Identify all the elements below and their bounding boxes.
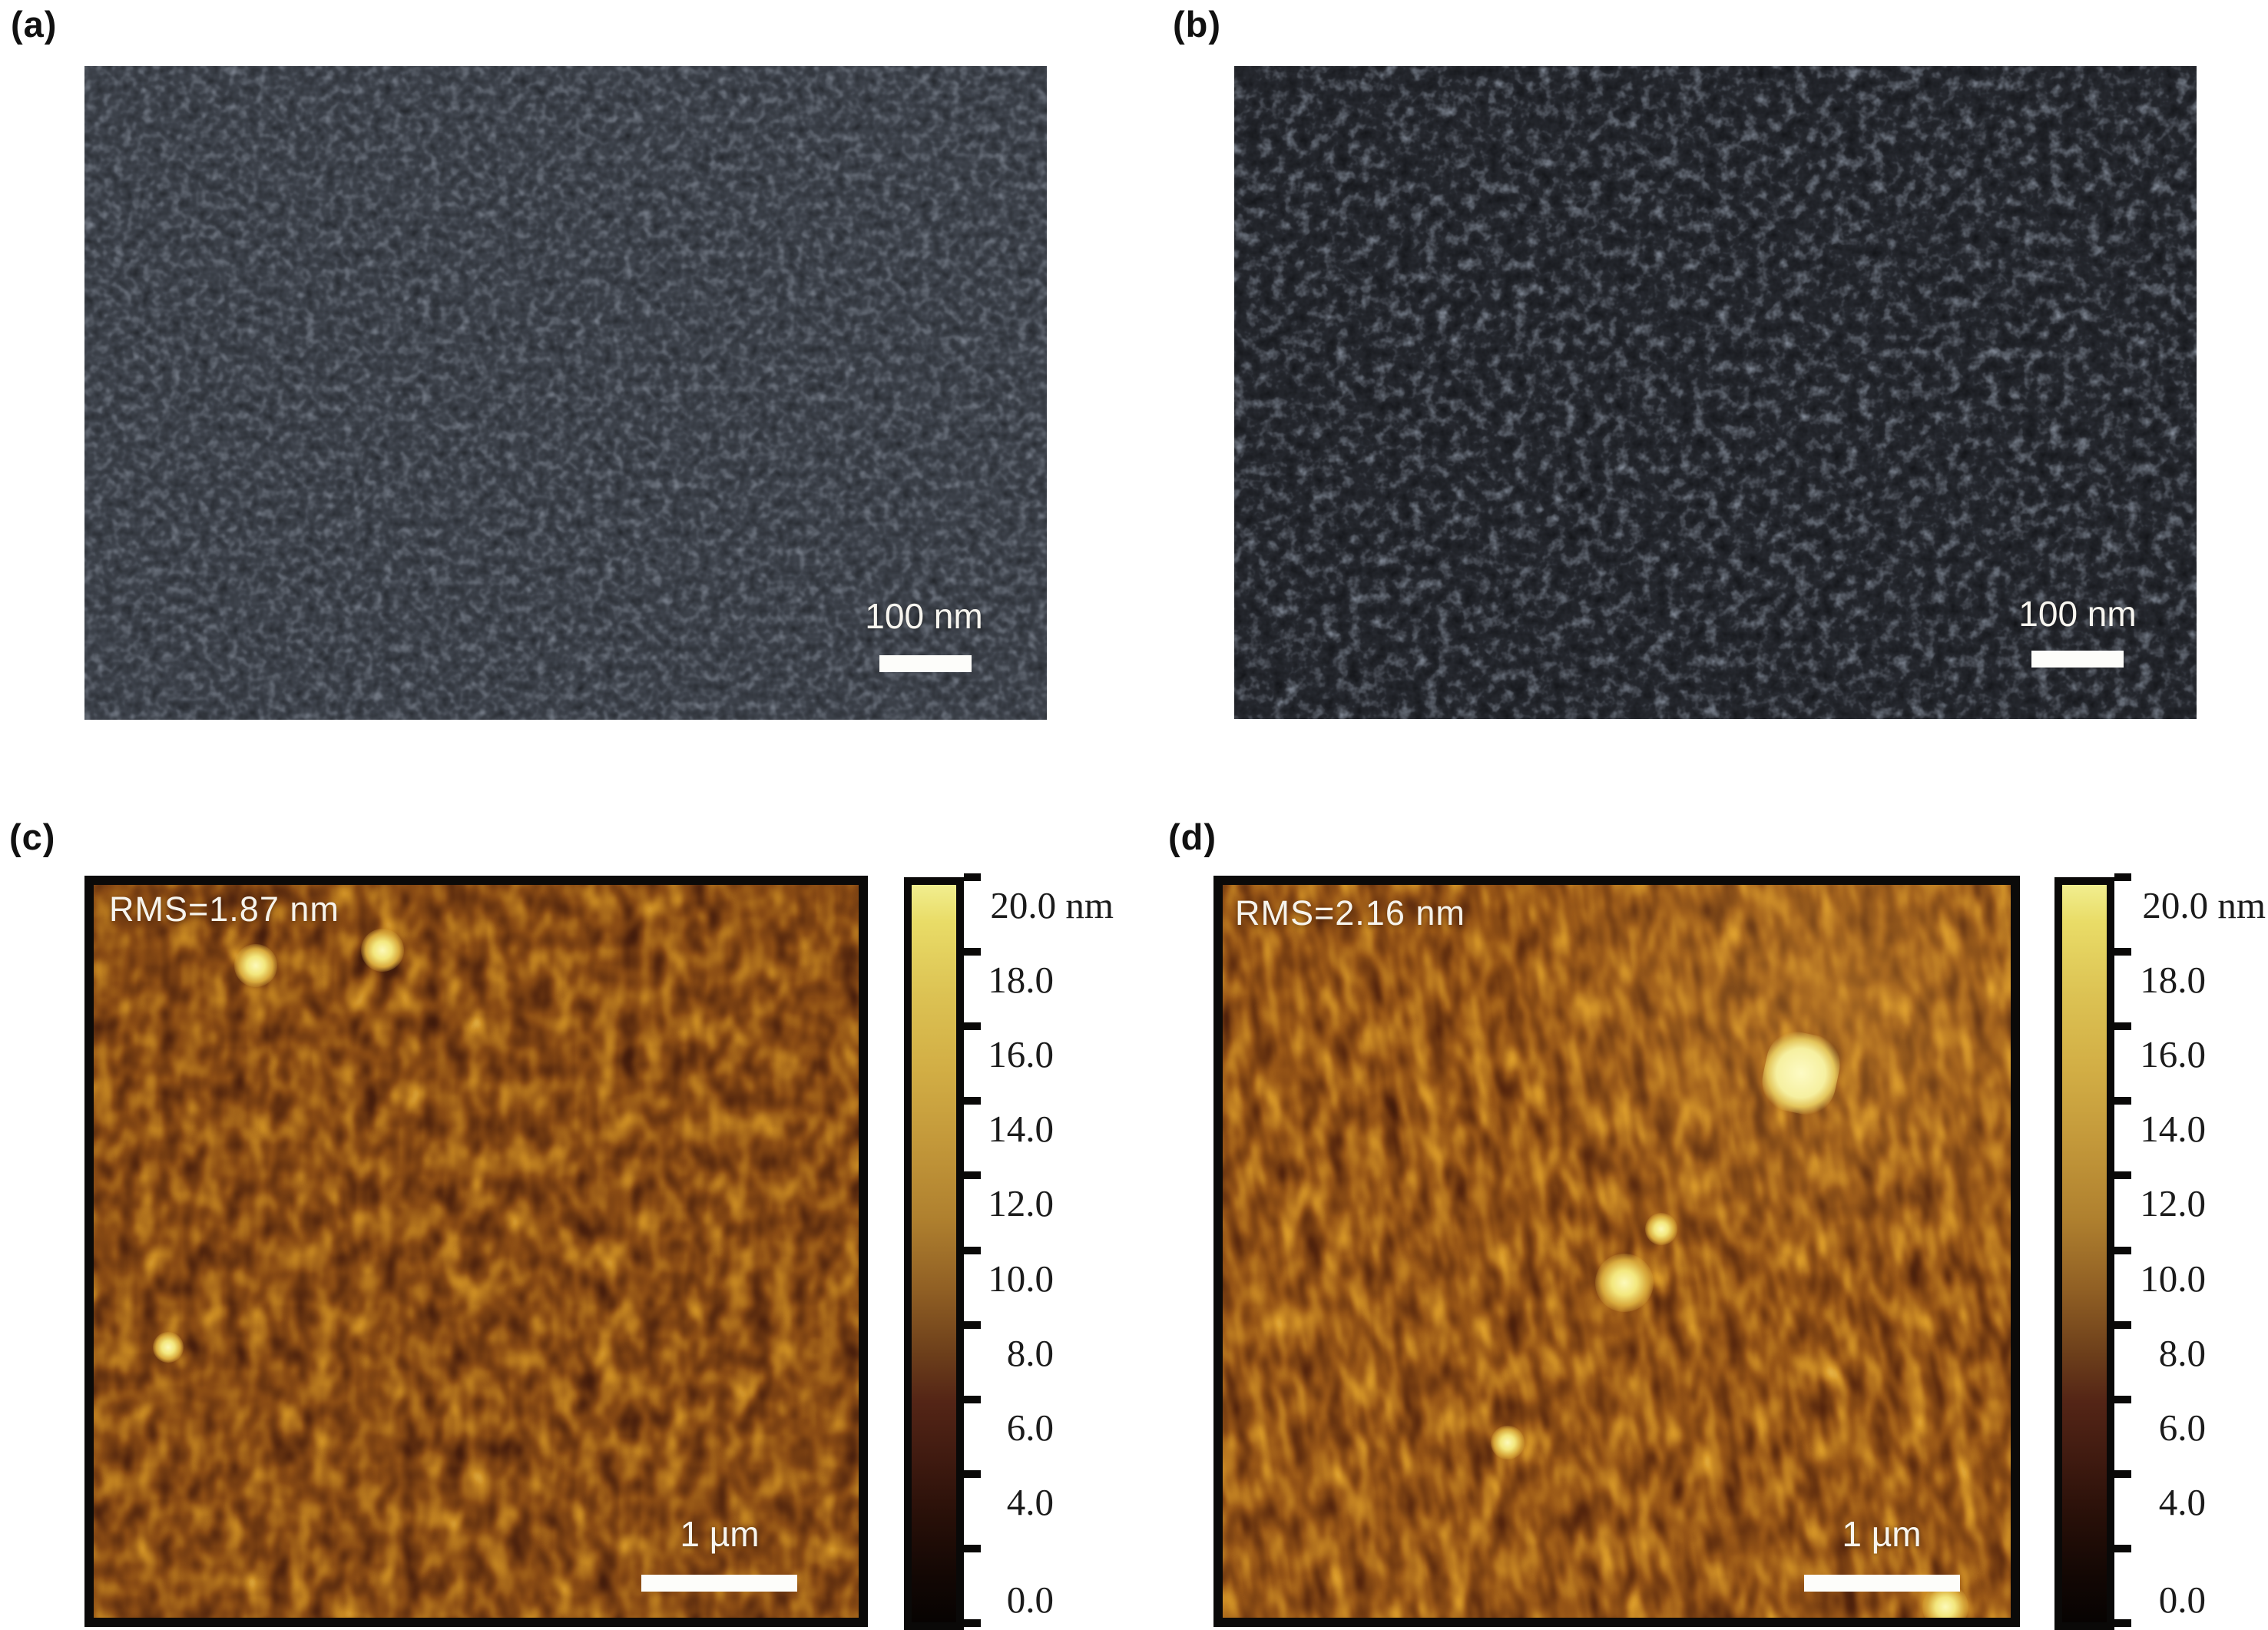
scalebar-label-c: 1 µm — [680, 1514, 760, 1554]
colorbar-tick — [2114, 1469, 2131, 1478]
scalebar-b — [2031, 651, 2124, 668]
colorbar-tick — [2114, 1097, 2131, 1105]
rms-annotation-c: RMS=1.87 nm — [109, 890, 339, 929]
colorbar-tick — [964, 948, 981, 956]
panel-label-c: (c) — [9, 817, 56, 857]
colorbar-tick — [964, 1395, 981, 1403]
colorbar-tick — [964, 873, 981, 881]
colorbar-tick-label: 20.0 nm — [990, 884, 1114, 926]
colorbar-tick — [964, 1097, 981, 1105]
afm-image-c — [84, 876, 868, 1627]
colorbar-tick-label: 12.0 — [2140, 1182, 2206, 1225]
colorbar-d-gradient — [2062, 885, 2107, 1622]
rms-annotation-d: RMS=2.16 nm — [1235, 893, 1465, 933]
colorbar-d — [2054, 877, 2114, 1630]
scalebar-d — [1804, 1575, 1960, 1592]
colorbar-tick — [964, 1320, 981, 1329]
colorbar-tick — [2114, 1395, 2131, 1403]
bright-particle — [1491, 1426, 1525, 1459]
colorbar-c-gradient — [912, 885, 956, 1622]
colorbar-tick — [2114, 1619, 2131, 1627]
bright-particle — [361, 929, 404, 972]
colorbar-tick — [964, 1544, 981, 1552]
colorbar-tick — [964, 1022, 981, 1031]
colorbar-tick-label: 16.0 — [2140, 1033, 2206, 1076]
colorbar-tick-label: 6.0 — [2158, 1406, 2206, 1449]
colorbar-tick — [2114, 1246, 2131, 1254]
bright-particle — [234, 944, 277, 987]
colorbar-tick-label: 4.0 — [1006, 1480, 1054, 1523]
colorbar-tick — [2114, 948, 2131, 956]
colorbar-tick-label: 4.0 — [2158, 1480, 2206, 1523]
bright-particle — [1645, 1213, 1677, 1245]
colorbar-tick-label: 16.0 — [988, 1033, 1054, 1076]
colorbar-tick — [2114, 1171, 2131, 1180]
scalebar-label-a: 100 nm — [865, 596, 983, 636]
colorbar-tick-label: 10.0 — [988, 1257, 1054, 1300]
colorbar-tick — [964, 1619, 981, 1627]
colorbar-tick-label: 8.0 — [1006, 1331, 1054, 1374]
highlight-overlay — [1223, 885, 2011, 1618]
colorbar-tick-label: 18.0 — [2140, 959, 2206, 1002]
colorbar-tick-label: 14.0 — [2140, 1108, 2206, 1151]
colorbar-tick — [964, 1171, 981, 1180]
colorbar-tick-label: 20.0 nm — [2142, 884, 2266, 926]
sem-image-a — [84, 66, 1047, 720]
panel-label-d: (d) — [1168, 817, 1217, 857]
colorbar-tick — [2114, 1320, 2131, 1329]
colorbar-tick — [964, 1246, 981, 1254]
sem-image-b — [1234, 66, 2197, 719]
colorbar-tick-label: 6.0 — [1006, 1406, 1054, 1449]
scalebar-a — [879, 655, 972, 672]
panel-label-b: (b) — [1173, 4, 1222, 45]
colorbar-tick-label: 14.0 — [988, 1108, 1054, 1151]
colorbar-tick — [2114, 1022, 2131, 1031]
scalebar-label-b: 100 nm — [2018, 594, 2137, 634]
afm-image-d — [1213, 876, 2020, 1627]
bright-particle — [153, 1332, 184, 1363]
colorbar-tick-label: 10.0 — [2140, 1257, 2206, 1300]
panel-label-a: (a) — [11, 4, 58, 45]
colorbar-tick-label: 0.0 — [1006, 1579, 1054, 1621]
bright-particle — [1595, 1254, 1654, 1312]
colorbar-tick — [2114, 1544, 2131, 1552]
scalebar-c — [641, 1575, 797, 1592]
colorbar-tick-label: 12.0 — [988, 1182, 1054, 1225]
colorbar-tick-label: 18.0 — [988, 959, 1054, 1002]
scalebar-label-d: 1 µm — [1842, 1514, 1922, 1554]
colorbar-tick — [2114, 873, 2131, 881]
colorbar-tick — [964, 1469, 981, 1478]
colorbar-c — [904, 877, 964, 1630]
colorbar-tick-label: 0.0 — [2158, 1579, 2206, 1621]
colorbar-tick-label: 8.0 — [2158, 1331, 2206, 1374]
